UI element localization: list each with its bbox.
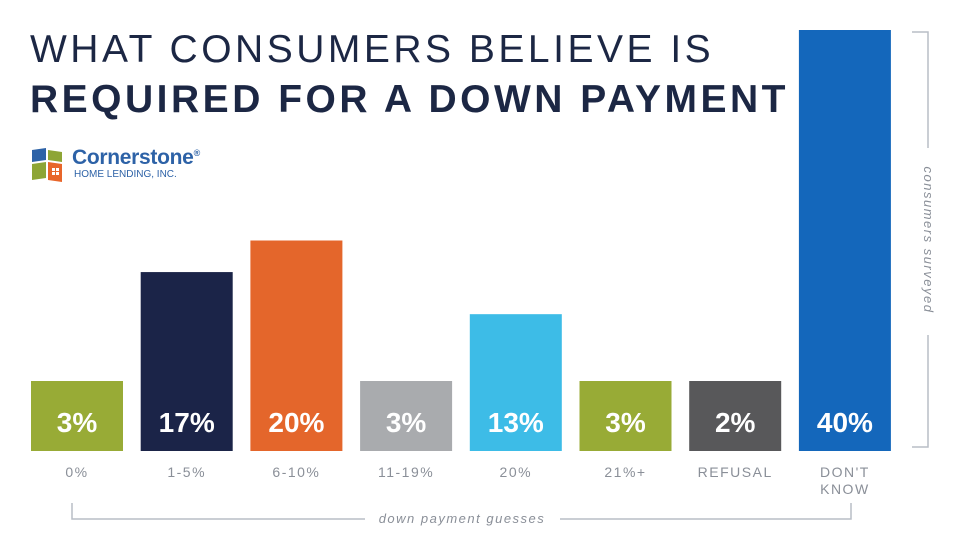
chart-title-line-1: WHAT CONSUMERS BELIEVE IS — [30, 28, 715, 71]
y-axis-label: consumers surveyed — [921, 167, 936, 314]
bar — [140, 272, 233, 451]
category-label: 11-19% — [378, 464, 434, 480]
logo-wordmark: Cornerstone® — [72, 146, 200, 170]
category-label: 0% — [65, 464, 88, 480]
bar — [469, 314, 562, 451]
house-window-icon — [32, 148, 62, 182]
bar-value-label: 3% — [57, 407, 98, 438]
bar-value-label: 13% — [488, 407, 544, 438]
logo-subtitle: HOME LENDING, INC. — [74, 169, 177, 180]
chart-title-line-2: REQUIRED FOR A DOWN PAYMENT — [30, 78, 789, 121]
logo-registered: ® — [193, 148, 201, 158]
company-logo: Cornerstone® HOME LENDING, INC. — [30, 146, 230, 186]
category-label: DON'T — [820, 464, 870, 480]
category-label: 21%+ — [604, 464, 646, 480]
y-axis-bracket — [912, 31, 929, 448]
bar — [689, 381, 782, 451]
category-label: 20% — [500, 464, 533, 480]
category-label: REFUSAL — [698, 464, 773, 480]
category-label: 6-10% — [272, 464, 320, 480]
bar — [579, 381, 672, 451]
category-label: KNOW — [820, 481, 870, 497]
bar-value-label: 3% — [605, 407, 646, 438]
bar — [250, 240, 343, 451]
x-axis-bracket — [71, 503, 852, 520]
bar-value-label: 20% — [268, 407, 324, 438]
bar-value-label: 2% — [715, 407, 756, 438]
bar — [360, 381, 453, 451]
bar-value-label: 17% — [159, 407, 215, 438]
bar-value-label: 40% — [817, 407, 873, 438]
x-axis-label: down payment guesses — [379, 511, 546, 526]
bar — [31, 381, 123, 451]
bar-value-label: 3% — [386, 407, 427, 438]
bar — [798, 30, 891, 451]
logo-name: Cornerstone — [72, 146, 194, 169]
category-label: 1-5% — [167, 464, 206, 480]
